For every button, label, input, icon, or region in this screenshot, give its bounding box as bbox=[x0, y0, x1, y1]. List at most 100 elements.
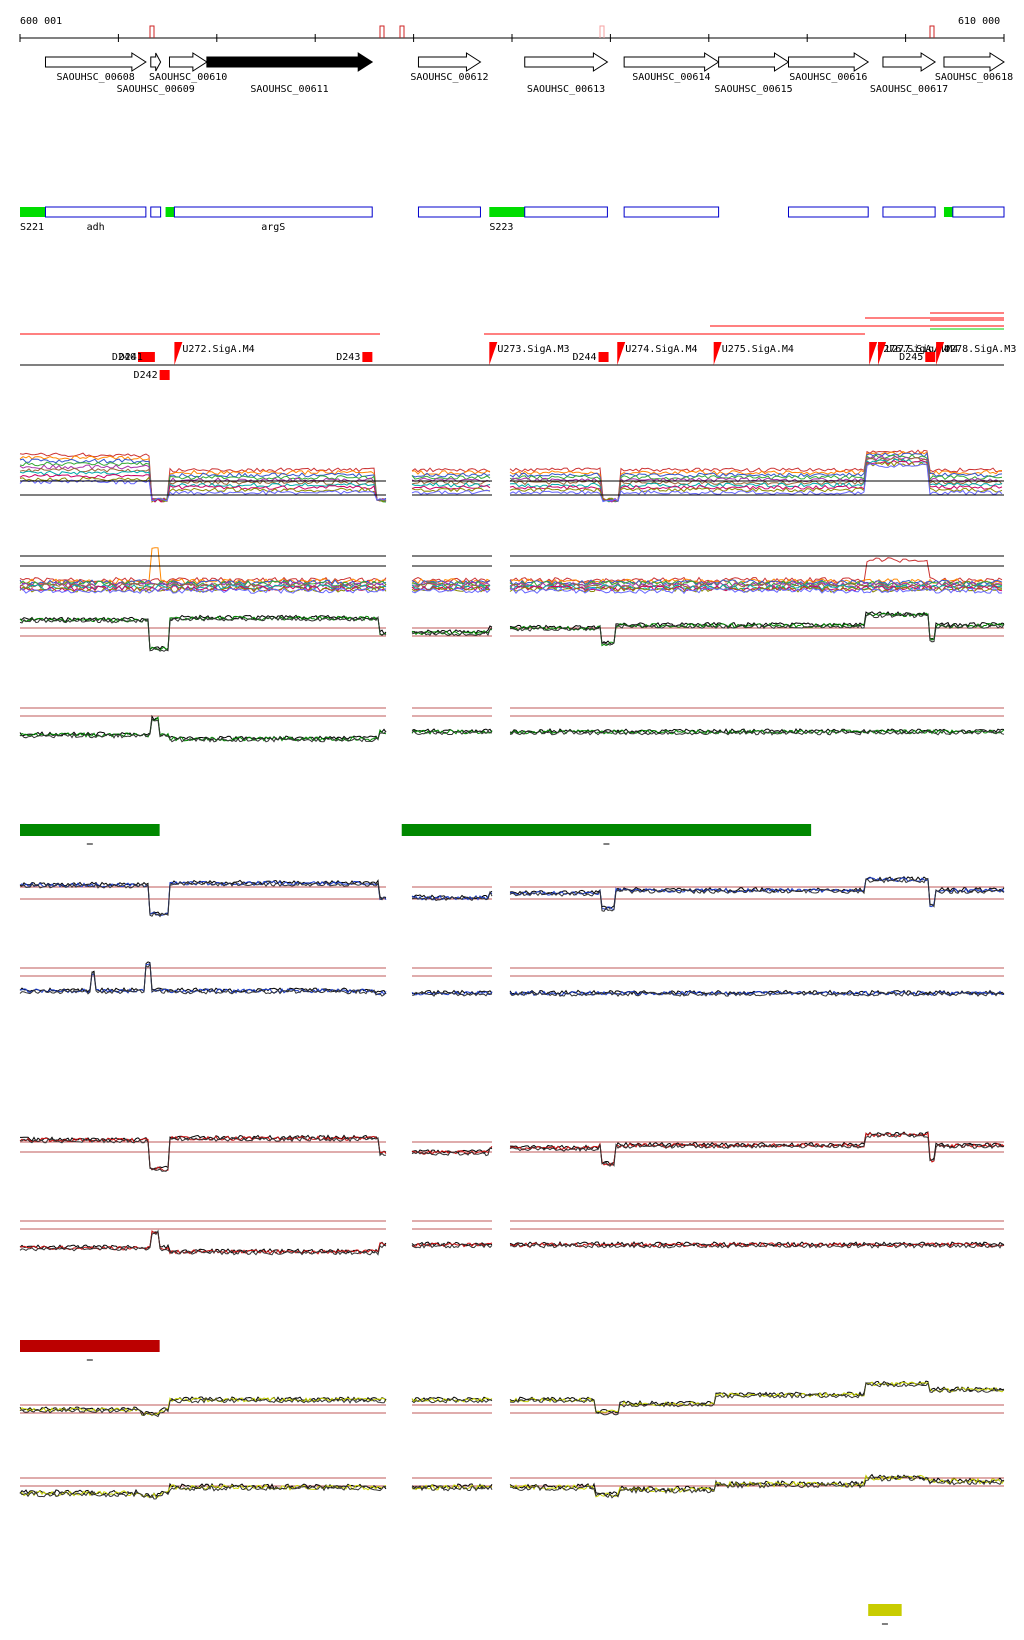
annotation-label: adh bbox=[87, 222, 105, 233]
annotation-box bbox=[417, 206, 481, 218]
ruler-marker bbox=[379, 25, 385, 38]
gene-label: SAOUHSC_00613 bbox=[527, 84, 605, 95]
yellow-track-line bbox=[509, 1473, 1005, 1497]
yellow-track-line bbox=[509, 1381, 1005, 1414]
green-track-line bbox=[19, 614, 387, 651]
expression-series bbox=[19, 586, 387, 593]
promoter-label: U277.SigA.M4 bbox=[886, 344, 958, 355]
terminator-label: D245 bbox=[899, 352, 923, 363]
yellow-track-line bbox=[19, 1484, 387, 1500]
promoter-flag bbox=[878, 342, 887, 365]
expression-series bbox=[509, 450, 1003, 503]
gene-arrow bbox=[168, 52, 208, 72]
annotation-box bbox=[882, 206, 936, 218]
ruler-end-label: 610 000 bbox=[958, 16, 1000, 27]
promoter-flag bbox=[869, 342, 878, 365]
ruler-marker bbox=[399, 25, 405, 38]
expression-series bbox=[19, 461, 387, 503]
gene-arrow bbox=[787, 52, 870, 72]
gene-label: SAOUHSC_00608 bbox=[57, 72, 135, 83]
gene-label: SAOUHSC_00611 bbox=[250, 84, 328, 95]
expression-series bbox=[411, 475, 491, 481]
terminator-block bbox=[137, 352, 148, 362]
green-track-line bbox=[19, 714, 387, 741]
annotation-box bbox=[952, 206, 1005, 218]
condition-bar bbox=[868, 1604, 902, 1616]
blue-track-line bbox=[411, 991, 493, 997]
gene-arrow bbox=[206, 52, 374, 72]
expression-series bbox=[411, 482, 491, 488]
blue-track-line bbox=[19, 880, 387, 916]
annotation-box bbox=[787, 206, 869, 218]
blue-track-line bbox=[19, 961, 387, 995]
gene-label: SAOUHSC_00616 bbox=[789, 72, 867, 83]
promoter-label: U272.SigA.M4 bbox=[182, 344, 254, 355]
green-track-line bbox=[509, 612, 1005, 647]
yellow-track-line bbox=[509, 1381, 1005, 1416]
condition-bar bbox=[20, 1340, 160, 1352]
gene-label: SAOUHSC_00617 bbox=[870, 84, 948, 95]
blue-track-line bbox=[20, 962, 387, 996]
blue-track-line bbox=[19, 881, 386, 918]
gene-arrow bbox=[44, 52, 147, 72]
terminator-label: D244 bbox=[572, 352, 596, 363]
promoter-label: U275.SigA.M4 bbox=[722, 344, 794, 355]
yellow-track-line bbox=[509, 1475, 1005, 1499]
expression-series bbox=[509, 586, 1003, 593]
red-track-line bbox=[509, 1131, 1005, 1167]
gene-arrow bbox=[417, 52, 482, 72]
expression-series bbox=[411, 587, 491, 594]
terminator-label: D243 bbox=[336, 352, 360, 363]
expression-series bbox=[509, 582, 1003, 590]
green-track-line bbox=[411, 730, 493, 736]
expression-series bbox=[19, 452, 387, 503]
expression-series bbox=[19, 587, 387, 594]
gene-label: SAOUHSC_00614 bbox=[632, 72, 710, 83]
red-track-line bbox=[509, 1241, 1005, 1248]
expression-series bbox=[509, 458, 1003, 503]
expression-series bbox=[19, 584, 387, 591]
red-track-line bbox=[411, 1147, 493, 1157]
red-track-line bbox=[509, 1242, 1005, 1249]
annotation-label: argS bbox=[261, 222, 285, 233]
expression-series bbox=[411, 583, 491, 589]
annotation-green-segment bbox=[165, 207, 175, 217]
expression-series bbox=[19, 576, 387, 584]
blue-track-line bbox=[509, 991, 1005, 997]
gene-arrow bbox=[623, 52, 720, 72]
terminator-label: D242 bbox=[134, 370, 158, 381]
ruler-marker bbox=[929, 25, 935, 38]
expression-series bbox=[509, 461, 1003, 502]
terminator-block bbox=[159, 370, 170, 380]
expression-series bbox=[19, 476, 387, 503]
gene-label: SAOUHSC_00609 bbox=[117, 84, 195, 95]
expression-series bbox=[19, 473, 387, 503]
promoter-flag bbox=[713, 342, 722, 365]
expression-series bbox=[509, 578, 1003, 585]
expression-series bbox=[509, 581, 1003, 589]
expression-series bbox=[19, 585, 387, 592]
gene-arrow bbox=[882, 52, 937, 72]
annotation-box bbox=[44, 206, 147, 218]
gene-label: SAOUHSC_00610 bbox=[149, 72, 227, 83]
annotation-box bbox=[150, 206, 162, 218]
ruler-marker bbox=[149, 25, 155, 38]
red-track-line bbox=[509, 1133, 1005, 1167]
blue-track-line bbox=[509, 990, 1005, 997]
condition-bar bbox=[401, 824, 812, 836]
red-track-line bbox=[411, 1243, 493, 1249]
green-track-line bbox=[19, 615, 387, 652]
expression-series bbox=[411, 472, 491, 478]
terminator-block bbox=[925, 352, 936, 362]
annotation-box bbox=[173, 206, 373, 218]
annotation-green-segment bbox=[943, 207, 953, 217]
green-track-line bbox=[19, 615, 387, 652]
promoter-flag bbox=[936, 342, 945, 365]
green-track-line bbox=[509, 612, 1005, 646]
condition-bar bbox=[20, 824, 160, 836]
green-track-line bbox=[411, 627, 493, 637]
expression-series bbox=[19, 464, 387, 503]
expression-series bbox=[509, 459, 1003, 502]
expression-series bbox=[411, 579, 491, 586]
